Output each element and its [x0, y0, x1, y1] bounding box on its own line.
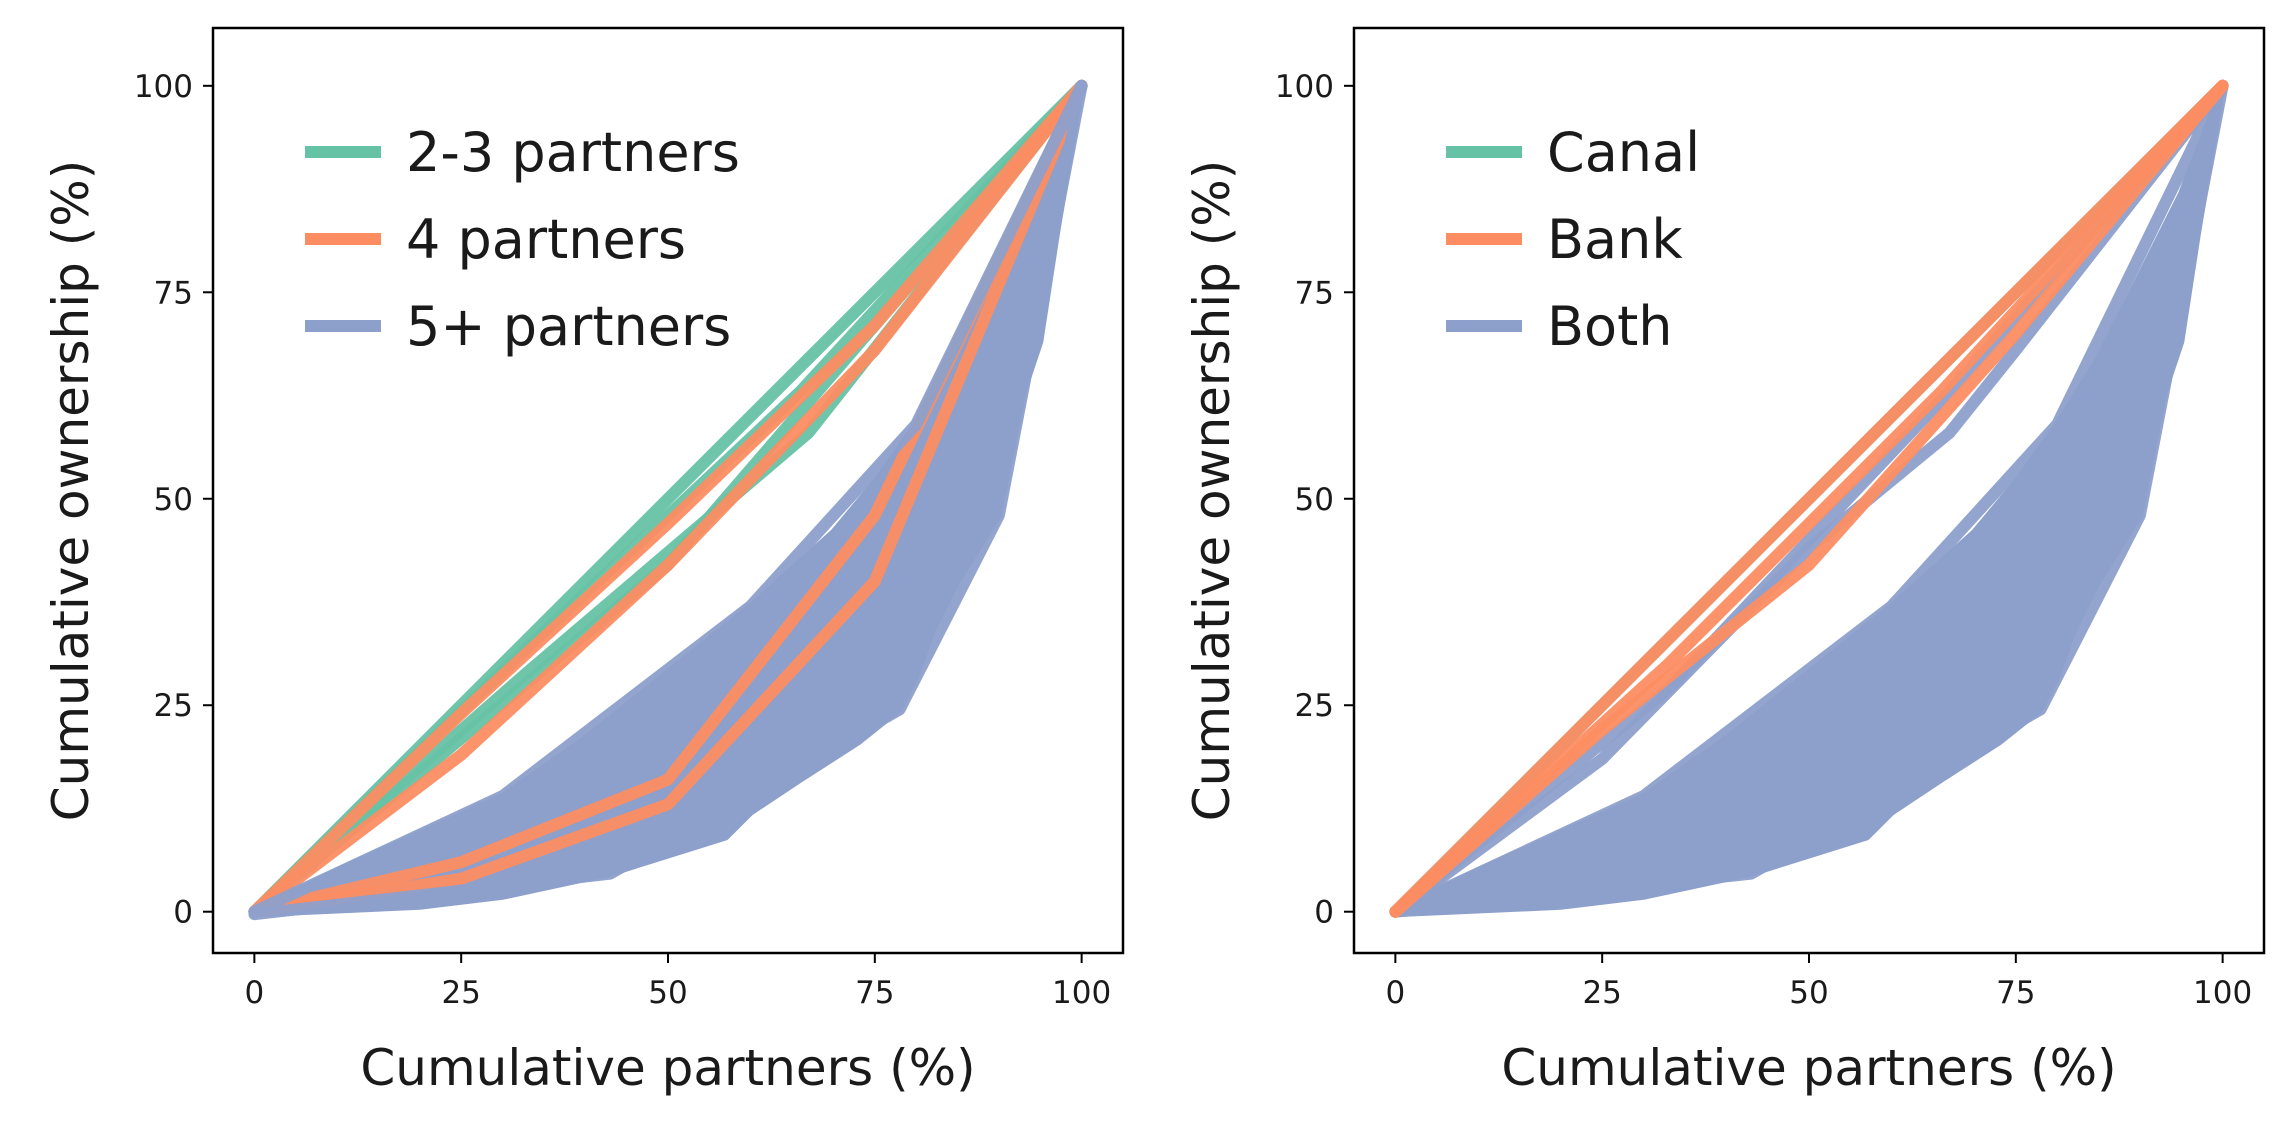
series-line	[248, 79, 1088, 918]
x-tick-label: 25	[1582, 975, 1621, 1011]
legend-label: Bank	[1547, 208, 1683, 271]
x-tick-label: 100	[2193, 975, 2252, 1011]
chart-panel-2: 0 25 50 75 100 0 25 50 75 100 Cumulative partners …	[1183, 26, 2266, 1097]
y-tick-label: 25	[154, 688, 193, 724]
plot-area	[248, 79, 1088, 921]
legend-label: Canal	[1547, 121, 1700, 184]
series-line	[248, 79, 1088, 918]
chart-panel-1: 0 25 50 75 100 0 25 50 75 100 Cumulative partners …	[42, 26, 1125, 1097]
series-line	[248, 79, 1088, 921]
series-line	[248, 79, 1088, 918]
series-bank	[1389, 79, 2229, 918]
y-tick-label: 100	[1275, 69, 1334, 105]
y-axis-label: Cumulative ownership (%)	[42, 160, 100, 822]
y-tick-label: 25	[1295, 688, 1334, 724]
legend-label: 5+ partners	[406, 295, 731, 358]
x-tick-label: 75	[1996, 975, 2035, 1011]
series-line	[1389, 79, 2229, 918]
plot-area	[1389, 79, 2229, 918]
y-tick-label: 0	[173, 895, 193, 931]
series-line	[1389, 79, 2229, 918]
x-tick-label: 100	[1052, 975, 1111, 1011]
legend: Canal Bank Both	[1446, 121, 1700, 358]
legend: 2-3 partners 4 partners 5+ partners	[305, 121, 740, 358]
x-tick-label: 0	[1385, 975, 1405, 1011]
legend-label: 2-3 partners	[406, 121, 740, 184]
x-tick-label: 75	[855, 975, 894, 1011]
y-tick-label: 75	[1295, 275, 1334, 311]
y-axis-label: Cumulative ownership (%)	[1183, 160, 1241, 822]
legend-label: 4 partners	[406, 208, 686, 271]
x-tick-label: 0	[244, 975, 264, 1011]
series-line	[248, 79, 1088, 918]
legend-label: Both	[1547, 295, 1672, 358]
x-axis-label: Cumulative partners (%)	[360, 1039, 975, 1097]
series-5-partners	[248, 79, 1088, 921]
y-tick-label: 50	[154, 482, 193, 518]
x-tick-label: 25	[441, 975, 480, 1011]
y-tick-label: 50	[1295, 482, 1334, 518]
series-line	[1389, 79, 2229, 918]
series-line	[1389, 79, 2229, 918]
x-tick-label: 50	[1789, 975, 1828, 1011]
x-tick-label: 50	[648, 975, 687, 1011]
y-tick-label: 0	[1314, 895, 1334, 931]
x-axis-label: Cumulative partners (%)	[1501, 1039, 2116, 1097]
y-tick-label: 75	[154, 275, 193, 311]
y-tick-label: 100	[134, 69, 193, 105]
